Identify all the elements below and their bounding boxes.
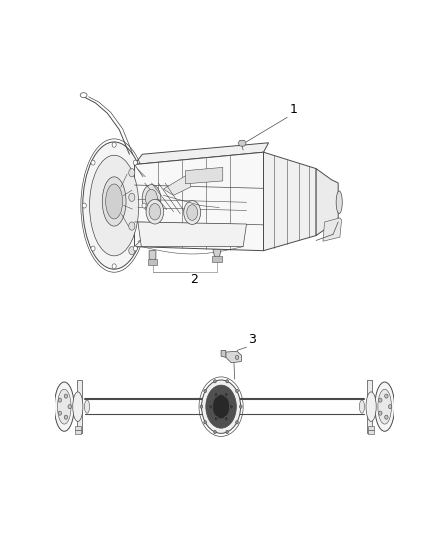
Ellipse shape	[239, 140, 245, 146]
Polygon shape	[77, 380, 82, 433]
Ellipse shape	[129, 193, 135, 201]
Ellipse shape	[85, 400, 89, 413]
Circle shape	[112, 264, 116, 269]
Ellipse shape	[106, 184, 123, 219]
Ellipse shape	[145, 189, 157, 208]
Polygon shape	[238, 140, 246, 146]
Circle shape	[58, 398, 62, 402]
Circle shape	[236, 421, 238, 424]
Polygon shape	[264, 152, 316, 251]
Circle shape	[378, 398, 382, 402]
Circle shape	[385, 394, 388, 398]
Circle shape	[91, 160, 95, 165]
Circle shape	[214, 392, 218, 397]
Polygon shape	[134, 152, 264, 251]
Circle shape	[236, 389, 238, 393]
Polygon shape	[316, 168, 338, 236]
Circle shape	[385, 415, 388, 419]
Circle shape	[378, 411, 382, 415]
Ellipse shape	[73, 392, 83, 422]
Circle shape	[91, 246, 95, 251]
Ellipse shape	[57, 389, 71, 424]
Ellipse shape	[149, 204, 161, 220]
Ellipse shape	[184, 200, 201, 224]
Text: 3: 3	[248, 333, 256, 346]
Circle shape	[58, 411, 62, 415]
Circle shape	[226, 379, 229, 383]
Circle shape	[209, 404, 213, 409]
Polygon shape	[185, 167, 223, 184]
Circle shape	[64, 394, 67, 398]
Text: 2: 2	[191, 273, 198, 286]
Circle shape	[112, 142, 116, 147]
Polygon shape	[148, 259, 157, 265]
Ellipse shape	[129, 247, 135, 255]
Ellipse shape	[89, 155, 139, 256]
Polygon shape	[163, 173, 191, 195]
Ellipse shape	[206, 385, 237, 428]
Text: 1: 1	[290, 103, 297, 117]
Circle shape	[68, 405, 71, 409]
Ellipse shape	[378, 389, 392, 424]
Circle shape	[204, 421, 206, 424]
Ellipse shape	[366, 392, 376, 422]
Ellipse shape	[212, 395, 230, 418]
Ellipse shape	[54, 382, 74, 431]
Ellipse shape	[375, 382, 395, 431]
Polygon shape	[212, 256, 223, 262]
Ellipse shape	[336, 191, 342, 214]
Polygon shape	[138, 222, 247, 247]
Polygon shape	[368, 426, 374, 430]
Polygon shape	[221, 350, 226, 358]
Circle shape	[133, 246, 137, 251]
Ellipse shape	[129, 168, 135, 177]
Polygon shape	[134, 143, 268, 165]
Ellipse shape	[129, 222, 135, 230]
Polygon shape	[368, 431, 374, 434]
Ellipse shape	[102, 177, 126, 226]
Circle shape	[240, 405, 242, 408]
Circle shape	[200, 405, 203, 408]
Polygon shape	[75, 426, 81, 430]
Circle shape	[235, 356, 239, 359]
Circle shape	[64, 415, 67, 419]
Circle shape	[142, 203, 146, 208]
Polygon shape	[75, 431, 81, 434]
Ellipse shape	[187, 205, 198, 220]
Circle shape	[214, 379, 216, 383]
Circle shape	[229, 404, 233, 409]
Polygon shape	[323, 218, 342, 241]
Circle shape	[214, 430, 216, 434]
Ellipse shape	[201, 380, 240, 433]
Circle shape	[82, 203, 86, 208]
Polygon shape	[213, 249, 221, 259]
Polygon shape	[226, 351, 241, 363]
Polygon shape	[367, 380, 372, 433]
Ellipse shape	[83, 142, 145, 269]
Ellipse shape	[142, 184, 161, 213]
Polygon shape	[149, 251, 156, 262]
Circle shape	[389, 405, 392, 409]
Ellipse shape	[146, 199, 164, 224]
Circle shape	[133, 160, 137, 165]
Ellipse shape	[360, 400, 364, 413]
Circle shape	[204, 389, 206, 393]
Circle shape	[214, 416, 218, 421]
Circle shape	[224, 416, 228, 421]
Circle shape	[224, 392, 228, 397]
Circle shape	[226, 430, 229, 434]
